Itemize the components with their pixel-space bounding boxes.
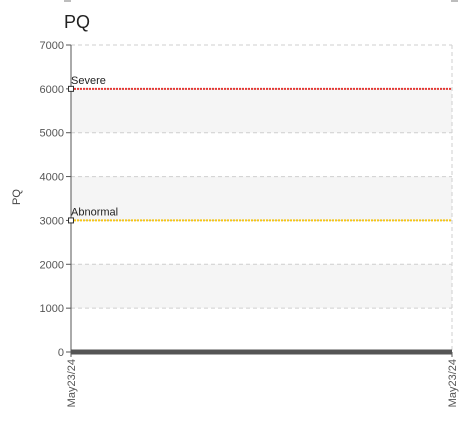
threshold-marker (68, 85, 74, 92)
threshold-marker (68, 217, 74, 224)
background-band (71, 264, 452, 309)
y-tick-label: 6000 (40, 84, 64, 96)
y-tick-label: 2000 (40, 259, 64, 271)
y-axis-label: PQ (11, 189, 23, 205)
y-tick-label: 5000 (40, 128, 64, 140)
background-band (71, 176, 452, 221)
x-tick-label: May23/24 (447, 359, 459, 407)
y-tick-label: 0 (58, 347, 64, 359)
threshold-label: Severe (71, 75, 106, 87)
y-tick-label: 4000 (40, 172, 64, 184)
background-band (71, 88, 452, 133)
background-bands (71, 88, 452, 309)
y-tick-label: 7000 (40, 40, 64, 52)
top-left-edge-mark (64, 0, 71, 2)
x-tick-label: May23/24 (66, 359, 78, 407)
top-right-edge-mark (451, 0, 458, 2)
threshold-lines: Severe Abnormal (68, 75, 452, 224)
y-tick-label: 3000 (40, 215, 64, 227)
tick-labels: 0 1000 2000 3000 4000 5000 6000 7000 May23/24 May… (40, 40, 459, 407)
threshold-label: Abnormal (71, 206, 118, 218)
chart-title: PQ (64, 12, 91, 32)
y-tick-label: 1000 (40, 303, 64, 315)
